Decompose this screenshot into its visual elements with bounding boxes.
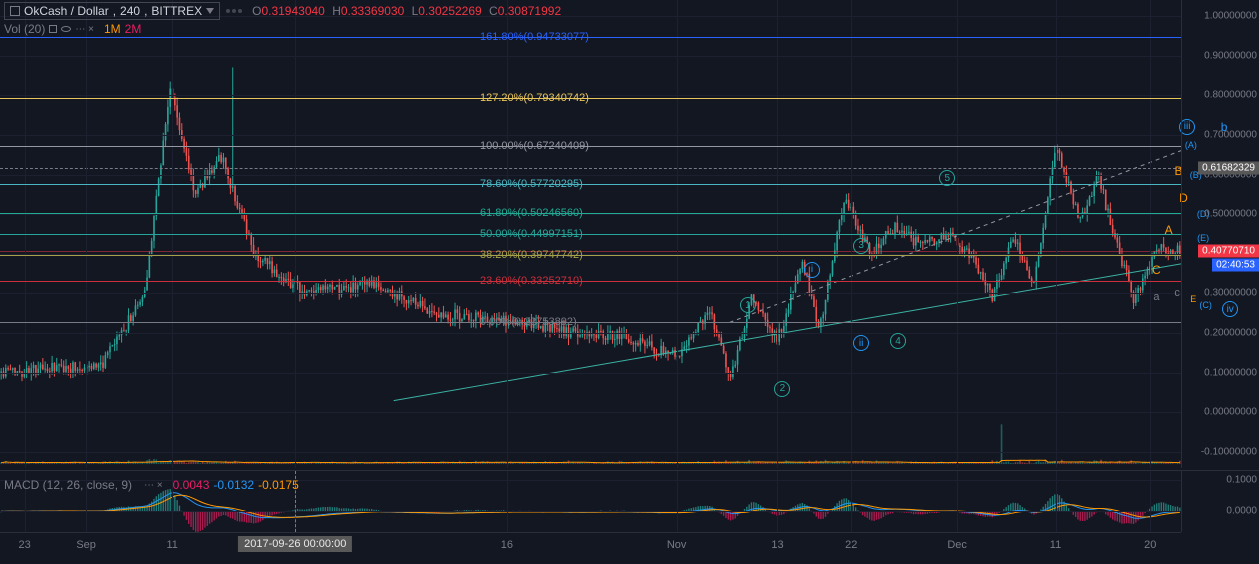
price-axis[interactable]: 1.00000000 0.90000000 0.80000000 0.70000000… <box>1181 0 1259 468</box>
fib-line[interactable] <box>0 281 1181 282</box>
ohlc-readout: O0.31943040 H0.33369030 L0.30252269 C0.3… <box>248 4 561 18</box>
fib-label: 100.00%(0.67240409) <box>480 140 589 152</box>
vol-1m: 1M <box>104 22 121 36</box>
price-tick: 0.50000000 <box>1204 209 1257 220</box>
vol-2m: 2M <box>125 22 142 36</box>
fib-label: 50.00%(0.44997151) <box>480 228 583 240</box>
fib-line[interactable] <box>0 184 1181 185</box>
fib-line[interactable] <box>0 213 1181 214</box>
interval: 240 <box>120 4 140 18</box>
time-tick: 20 <box>1144 539 1156 551</box>
grid-line <box>0 175 1181 176</box>
time-tick: 16 <box>501 539 513 551</box>
fib-label: 161.80%(0.94733077) <box>480 31 589 43</box>
price-tick: 0.90000000 <box>1204 50 1257 61</box>
layout-icon <box>10 6 20 16</box>
symbol-selector[interactable]: OkCash / Dollar, 240, BITTREX <box>4 2 220 20</box>
grid-line <box>0 95 1181 96</box>
grid-line <box>0 56 1181 57</box>
symbol-name: OkCash / Dollar <box>24 4 109 18</box>
square-icon <box>49 25 57 33</box>
fib-line[interactable] <box>0 37 1181 38</box>
fib-label: 0.00%(0.22753892) <box>480 316 577 328</box>
wave-label[interactable]: A <box>1165 223 1173 237</box>
crosshair-time-tag: 2017-09-26 00:00:00 <box>238 536 352 552</box>
fib-line[interactable] <box>0 146 1181 147</box>
time-tick: Sep <box>76 539 96 551</box>
fib-label: 61.80%(0.50246560) <box>480 207 583 219</box>
time-tick: 11 <box>1050 539 1061 551</box>
volume-indicator-label[interactable]: Vol (20) ⋯ × 1M 2M <box>4 22 141 36</box>
grid-line <box>0 412 1181 413</box>
vol-text: Vol (20) <box>4 22 45 36</box>
main-chart-pane[interactable]: 161.80%(0.94733077)127.20%(0.79340742)10… <box>0 0 1181 468</box>
high-val: 0.33369030 <box>341 4 404 18</box>
grid-line <box>0 135 1181 136</box>
time-tick: Dec <box>947 539 967 551</box>
fib-label: 127.20%(0.79340742) <box>480 92 589 104</box>
wave-label[interactable]: 2 <box>774 381 790 397</box>
fib-line[interactable] <box>0 255 1181 256</box>
macd-v2: -0.0132 <box>213 478 254 492</box>
low-val: 0.30252269 <box>418 4 481 18</box>
price-tick: 1.00000000 <box>1204 10 1257 21</box>
grid-line <box>0 373 1181 374</box>
chevron-down-icon <box>206 8 214 14</box>
grid-line <box>0 452 1181 453</box>
fib-label: 38.20%(0.39747742) <box>480 249 583 261</box>
wave-label[interactable]: 1 <box>740 297 756 313</box>
price-tick: -0.10000000 <box>1201 447 1257 458</box>
settings-dots[interactable] <box>226 9 242 13</box>
time-tick: Nov <box>667 539 687 551</box>
price-tick: 0.80000000 <box>1204 90 1257 101</box>
wave-label[interactable]: ii <box>853 335 869 351</box>
time-tick: 22 <box>845 539 857 551</box>
time-tick: 13 <box>771 539 783 551</box>
macd-v3: -0.0175 <box>258 478 299 492</box>
price-tick: 0.30000000 <box>1204 288 1257 299</box>
wave-label[interactable]: i <box>804 262 820 278</box>
time-tick: 11 <box>167 539 178 551</box>
exchange: BITTREX <box>151 4 202 18</box>
macd-v1: 0.0043 <box>173 478 210 492</box>
time-tick: 23 <box>18 539 30 551</box>
macd-tick: 0.1000 <box>1226 475 1257 486</box>
fib-line[interactable] <box>0 234 1181 235</box>
fib-line[interactable] <box>0 98 1181 99</box>
macd-indicator-label[interactable]: MACD (12, 26, close, 9) ⋯ × 0.0043 -0.01… <box>4 478 299 492</box>
close-val: 0.30871992 <box>498 4 561 18</box>
crosshair-horizontal <box>0 168 1181 169</box>
eye-icon <box>61 26 71 32</box>
time-axis[interactable]: 23 Sep 11 2017-09-26 00:00:00 16 Nov 13 22 Dec 11… <box>0 532 1181 564</box>
open-val: 0.31943040 <box>261 4 324 18</box>
wave-label[interactable]: C <box>1152 263 1161 277</box>
countdown-tag: 02:40:53 <box>1212 258 1259 271</box>
last-price-tag: 0.40770710 <box>1198 244 1259 257</box>
wave-label[interactable]: 5 <box>939 170 955 186</box>
macd-axis[interactable]: 0.1000 0.0000 <box>1181 470 1259 532</box>
wave-label[interactable]: c <box>1174 287 1180 299</box>
grid-line <box>0 293 1181 294</box>
price-tick: 0.00000000 <box>1204 407 1257 418</box>
fib-label: 78.60%(0.57720295) <box>480 178 583 190</box>
fib-label: 23.60%(0.33252710) <box>480 275 583 287</box>
wave-label[interactable]: 3 <box>853 238 869 254</box>
wave-label[interactable]: 4 <box>890 333 906 349</box>
crosshair-price-tag: 0.61682329 <box>1198 161 1259 174</box>
fib-line[interactable] <box>0 322 1181 323</box>
price-tick: 0.20000000 <box>1204 328 1257 339</box>
price-tick: 0.70000000 <box>1204 129 1257 140</box>
grid-line <box>0 214 1181 215</box>
wave-label[interactable]: a <box>1153 291 1159 303</box>
macd-tick: 0.0000 <box>1226 506 1257 517</box>
grid-line <box>0 333 1181 334</box>
price-tick: 0.10000000 <box>1204 367 1257 378</box>
